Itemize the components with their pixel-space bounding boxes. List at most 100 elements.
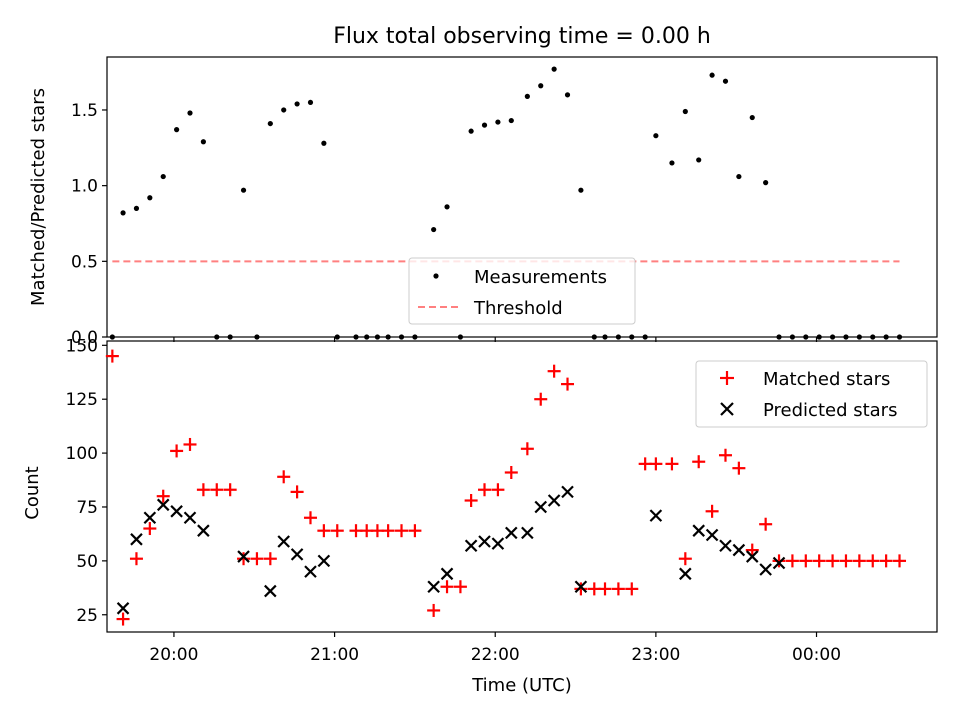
predicted-star-point — [719, 539, 732, 553]
predicted-star-point — [574, 580, 588, 594]
matched-star-point — [223, 483, 237, 497]
matched-star-point — [453, 580, 467, 594]
matched-star-point — [611, 582, 625, 596]
legend-threshold: Threshold — [473, 298, 563, 319]
measurement-point — [109, 334, 115, 340]
top-axes: 0.0 0.5 1.0 1.5 Matched/Predicted stars Mea… — [28, 56, 938, 348]
measurement-point — [602, 334, 608, 340]
y-tick-label: 75 — [76, 498, 98, 518]
measurement-point — [457, 334, 464, 340]
predicted-legend-marker — [720, 402, 734, 416]
bottom-legend: Matched stars Predicted stars — [695, 360, 928, 428]
measurement-point — [187, 110, 193, 116]
matched-star-point — [826, 554, 840, 568]
matched-star-point — [678, 552, 692, 566]
x-stroke-b — [304, 565, 317, 578]
measurement-point — [642, 334, 648, 340]
predicted-star-point — [317, 554, 331, 568]
bottom-axes-frame — [106, 340, 938, 633]
matched-star-point — [210, 483, 224, 497]
x-stroke-b — [183, 511, 197, 525]
matched-star-point — [772, 554, 786, 568]
measurement-point — [870, 334, 876, 340]
matched-star-point — [116, 612, 130, 626]
measurement-point — [267, 120, 273, 127]
y-tick-label: 125 — [66, 390, 98, 410]
measurement-point — [722, 78, 729, 84]
matched-star-point — [290, 485, 304, 499]
matched-star-point — [812, 554, 826, 568]
measurement-point — [551, 66, 557, 72]
bottom-legend-box — [695, 360, 928, 428]
measurement-point — [374, 334, 381, 340]
measurement-point — [200, 139, 206, 145]
predicted-star-point — [143, 511, 157, 525]
measurement-point — [431, 226, 437, 233]
x-tick-label: 20:00 — [149, 645, 198, 665]
top-legend: Measurements Threshold — [408, 257, 636, 325]
predicted-star-point — [521, 526, 534, 540]
matched-star-point — [105, 349, 119, 363]
measurement-point — [133, 205, 140, 211]
x-stroke-b — [317, 554, 331, 568]
legend-predicted-stars: Predicted stars — [763, 400, 897, 421]
measurement-point — [468, 128, 474, 134]
measurement-point — [254, 334, 260, 340]
predicted-star-point — [772, 556, 786, 570]
x-stroke-b — [745, 550, 759, 563]
bottom-plot-area — [105, 349, 907, 626]
measurement-point — [682, 108, 688, 115]
measurement-point — [776, 334, 782, 340]
matched-star-point — [520, 442, 534, 456]
matched-star-point — [718, 448, 732, 462]
x-axis-label: Time (UTC) — [471, 675, 572, 696]
matched-star-point — [277, 470, 291, 484]
measurement-point — [444, 204, 450, 210]
x-stroke-b — [679, 567, 692, 581]
predicted-star-point — [464, 539, 478, 553]
predicted-star-point — [547, 494, 561, 507]
predicted-star-point — [130, 533, 143, 546]
matched-star-point — [745, 543, 759, 557]
measurement-point — [856, 334, 862, 340]
measurement-point — [307, 99, 314, 106]
measurement-point — [160, 173, 166, 180]
x-stroke-b — [534, 500, 548, 514]
measurement-point — [385, 334, 391, 340]
predicted-star-point — [116, 602, 130, 615]
x-stroke-b — [478, 535, 491, 548]
matched-star-point — [625, 582, 639, 596]
bottom-y-ticks: 25 50 75 100 125 150 — [66, 336, 107, 626]
matched-star-point — [395, 524, 409, 538]
matched-star-point — [183, 437, 197, 451]
matched-star-point — [237, 552, 251, 566]
x-stroke-b — [772, 556, 786, 570]
predicted-star-point — [264, 584, 277, 598]
measurement-point — [240, 187, 247, 193]
matched-star-point — [427, 603, 441, 617]
matched-star-point — [250, 552, 264, 566]
matched-star-point — [129, 552, 143, 566]
measurement-point — [709, 72, 715, 78]
measurement-point — [789, 334, 796, 340]
x-stroke-b — [237, 550, 250, 563]
measurement-point — [227, 334, 233, 340]
matched-star-point — [598, 582, 612, 596]
x-tick-label: 21:00 — [310, 645, 359, 665]
bottom-y-axis-label: Count — [22, 466, 43, 519]
matched-star-point — [440, 580, 454, 594]
predicted-star-point — [197, 524, 210, 537]
x-tick-label: 00:00 — [792, 645, 841, 665]
y-tick-label: 150 — [66, 336, 98, 356]
x-stroke-b — [197, 524, 210, 537]
measurements-legend-marker — [433, 273, 439, 279]
matched-star-point — [785, 554, 799, 568]
matched-star-point — [866, 554, 880, 568]
matched-star-point — [692, 455, 706, 469]
matched-star-point — [464, 494, 478, 508]
predicted-star-point — [290, 548, 304, 561]
matched-star-point — [893, 554, 907, 568]
x-stroke-b — [130, 533, 143, 546]
measurement-point — [803, 334, 809, 340]
